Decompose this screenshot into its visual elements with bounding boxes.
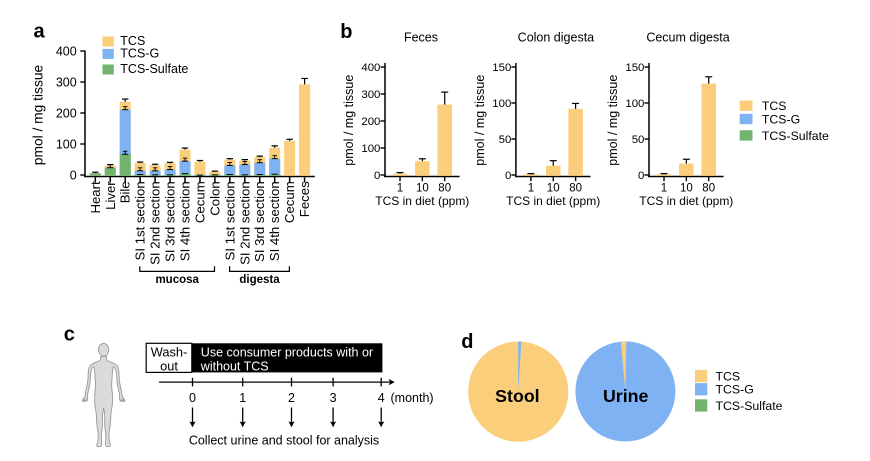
svg-text:pmol / mg tissue: pmol / mg tissue bbox=[30, 64, 45, 165]
svg-text:0: 0 bbox=[638, 170, 644, 182]
svg-text:80: 80 bbox=[438, 182, 451, 194]
svg-text:0: 0 bbox=[374, 170, 380, 182]
svg-text:TCS-G: TCS-G bbox=[716, 383, 754, 397]
svg-text:10: 10 bbox=[680, 182, 693, 194]
svg-text:80: 80 bbox=[702, 182, 715, 194]
svg-text:150: 150 bbox=[625, 62, 644, 74]
svg-text:50: 50 bbox=[499, 134, 512, 146]
svg-text:Cecum: Cecum bbox=[282, 181, 297, 223]
svg-text:10: 10 bbox=[547, 182, 560, 194]
svg-text:digesta: digesta bbox=[239, 274, 280, 286]
svg-text:4: 4 bbox=[378, 391, 385, 405]
svg-text:SI 3rd section: SI 3rd section bbox=[252, 181, 267, 262]
svg-text:Feces: Feces bbox=[297, 181, 312, 217]
svg-text:200: 200 bbox=[56, 106, 77, 120]
svg-text:without TCS: without TCS bbox=[200, 360, 269, 374]
svg-text:SI 4th section: SI 4th section bbox=[267, 181, 282, 261]
svg-text:50: 50 bbox=[632, 134, 645, 146]
svg-text:TCS: TCS bbox=[120, 34, 145, 48]
svg-text:400: 400 bbox=[361, 62, 380, 74]
svg-text:Liver: Liver bbox=[103, 181, 118, 210]
svg-text:TCS in diet (ppm): TCS in diet (ppm) bbox=[375, 194, 469, 208]
svg-text:Cecum: Cecum bbox=[192, 181, 207, 223]
svg-text:pmol / mg tissue: pmol / mg tissue bbox=[342, 75, 356, 166]
svg-text:SI 1st section: SI 1st section bbox=[222, 181, 237, 260]
svg-text:100: 100 bbox=[361, 143, 380, 155]
svg-text:a: a bbox=[34, 21, 46, 43]
svg-text:TCS-G: TCS-G bbox=[120, 46, 159, 60]
svg-text:TCS-Sulfate: TCS-Sulfate bbox=[716, 399, 783, 413]
svg-text:TCS in diet (ppm): TCS in diet (ppm) bbox=[506, 194, 600, 208]
svg-text:1: 1 bbox=[661, 182, 667, 194]
svg-text:d: d bbox=[461, 331, 473, 353]
svg-text:2: 2 bbox=[288, 391, 295, 405]
svg-text:TCS-G: TCS-G bbox=[762, 112, 800, 126]
svg-text:Collect urine and stool for an: Collect urine and stool for analysis bbox=[189, 434, 379, 448]
svg-text:SI 3rd section: SI 3rd section bbox=[163, 181, 178, 262]
svg-text:Wash-: Wash- bbox=[151, 344, 188, 359]
svg-text:Colon: Colon bbox=[207, 181, 222, 215]
svg-text:400: 400 bbox=[56, 44, 77, 58]
svg-text:c: c bbox=[64, 323, 75, 345]
svg-text:TCS: TCS bbox=[762, 99, 787, 113]
svg-text:300: 300 bbox=[361, 89, 380, 101]
svg-text:(month): (month) bbox=[391, 391, 434, 405]
svg-text:80: 80 bbox=[569, 182, 582, 194]
svg-text:Cecum digesta: Cecum digesta bbox=[646, 31, 729, 45]
svg-text:TCS in diet (ppm): TCS in diet (ppm) bbox=[639, 194, 733, 208]
svg-text:TCS-Sulfate: TCS-Sulfate bbox=[120, 62, 188, 76]
svg-text:SI 4th section: SI 4th section bbox=[178, 181, 193, 261]
svg-text:b: b bbox=[340, 21, 352, 43]
svg-text:Heart: Heart bbox=[88, 181, 103, 214]
svg-text:pmol / mg tissue: pmol / mg tissue bbox=[473, 75, 487, 166]
svg-text:0: 0 bbox=[505, 170, 511, 182]
svg-text:10: 10 bbox=[416, 182, 429, 194]
svg-text:1: 1 bbox=[239, 391, 246, 405]
svg-text:100: 100 bbox=[56, 137, 77, 151]
svg-text:TCS: TCS bbox=[716, 369, 741, 383]
svg-text:Use consumer products with or: Use consumer products with or bbox=[201, 345, 373, 359]
svg-text:0: 0 bbox=[189, 391, 196, 405]
svg-text:SI 2nd section: SI 2nd section bbox=[148, 181, 163, 265]
svg-text:150: 150 bbox=[492, 62, 511, 74]
svg-text:SI 2nd section: SI 2nd section bbox=[237, 181, 252, 265]
svg-text:out: out bbox=[160, 359, 178, 374]
svg-text:pmol / mg tissue: pmol / mg tissue bbox=[606, 75, 620, 166]
svg-text:1: 1 bbox=[528, 182, 534, 194]
svg-text:Bile: Bile bbox=[118, 181, 133, 203]
svg-text:100: 100 bbox=[492, 98, 511, 110]
svg-text:3: 3 bbox=[330, 391, 337, 405]
svg-text:Colon digesta: Colon digesta bbox=[518, 31, 594, 45]
svg-text:TCS-Sulfate: TCS-Sulfate bbox=[762, 129, 829, 143]
svg-text:100: 100 bbox=[625, 98, 644, 110]
svg-text:1: 1 bbox=[397, 182, 403, 194]
svg-text:Urine: Urine bbox=[603, 386, 649, 406]
svg-text:Feces: Feces bbox=[404, 31, 438, 45]
svg-text:0: 0 bbox=[70, 168, 77, 182]
svg-text:Stool: Stool bbox=[495, 386, 539, 406]
svg-text:mucosa: mucosa bbox=[155, 274, 199, 286]
svg-text:SI 1st section: SI 1st section bbox=[133, 181, 148, 260]
svg-text:200: 200 bbox=[361, 116, 380, 128]
svg-text:300: 300 bbox=[56, 75, 77, 89]
